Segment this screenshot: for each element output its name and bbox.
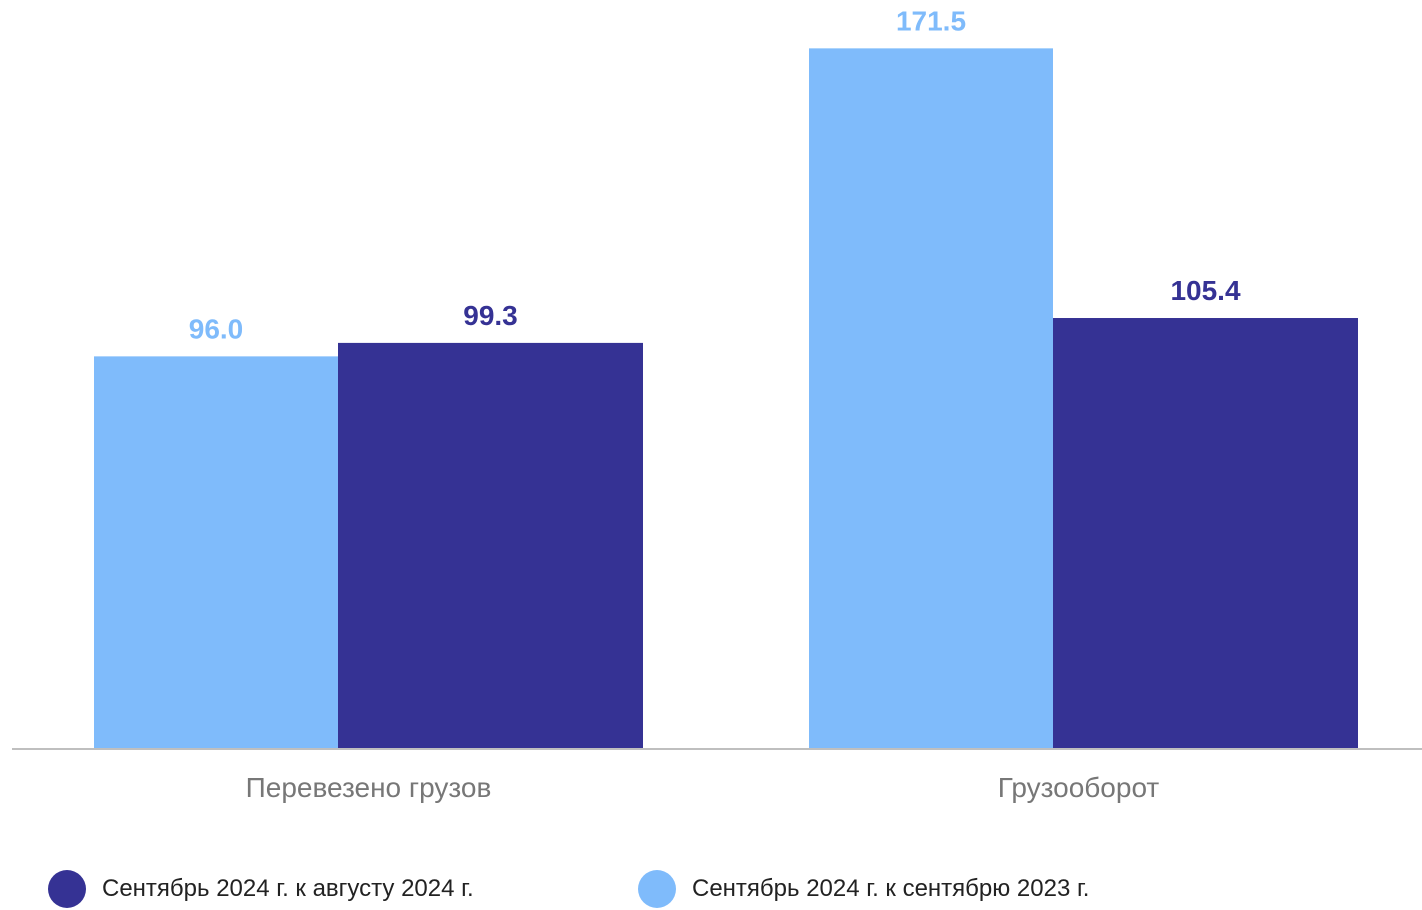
legend-label-aug: Сентябрь 2024 г. к августу 2024 г. xyxy=(102,875,474,902)
legend-swatch-aug xyxy=(48,870,86,908)
bar-1-series-2 xyxy=(338,342,643,748)
value-label-1-series-1: 96.0 xyxy=(189,313,244,344)
legend: Сентябрь 2024 г. к августу 2024 г. Сентя… xyxy=(0,870,1422,910)
value-label-2-series-2: 105.4 xyxy=(1170,275,1240,306)
bar-1-series-1 xyxy=(94,356,338,748)
category-label-2: Грузооборот xyxy=(998,772,1160,803)
bar-2-series-2 xyxy=(1053,318,1358,748)
category-label-1: Перевезено грузов xyxy=(246,772,492,803)
value-label-2-series-1: 171.5 xyxy=(896,5,966,36)
legend-swatch-sep xyxy=(638,870,676,908)
bar-2-series-1 xyxy=(809,48,1053,748)
legend-label-sep: Сентябрь 2024 г. к сентябрю 2023 г. xyxy=(692,875,1090,902)
legend-item-aug: Сентябрь 2024 г. к августу 2024 г. xyxy=(48,870,474,908)
value-label-1-series-2: 99.3 xyxy=(463,300,518,331)
bar-chart: 96.0 99.3 Перевезено грузов 171.5 105.4 Грузо… xyxy=(12,5,1422,803)
legend-item-sep: Сентябрь 2024 г. к сентябрю 2023 г. xyxy=(638,870,1089,908)
